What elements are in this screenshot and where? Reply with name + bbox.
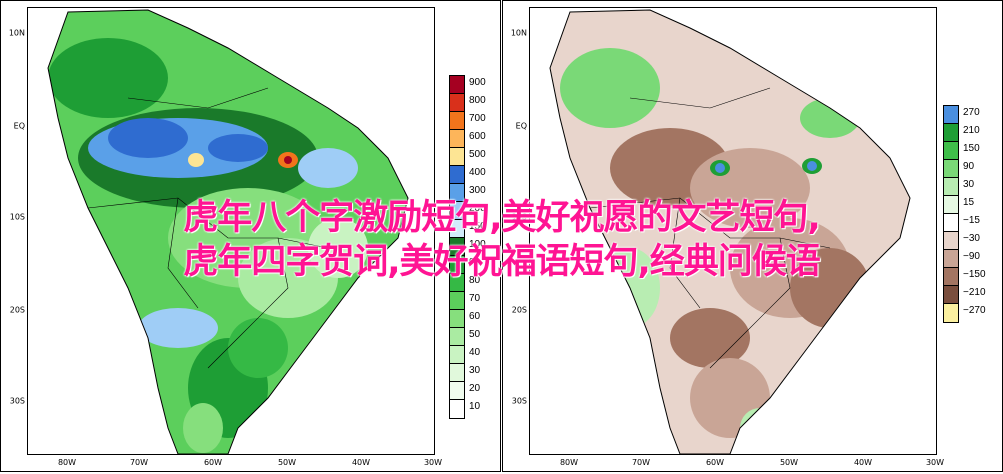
anomaly-map-panel: 10N EQ 10S 20S 30S 80W 70W 60W 50W 40W 3… bbox=[502, 0, 1003, 472]
legend-label: −150 bbox=[963, 269, 986, 280]
legend-label: 20 bbox=[469, 383, 481, 394]
legend-label: 210 bbox=[963, 125, 980, 136]
legend-swatch bbox=[450, 256, 464, 274]
lon-label: 30W bbox=[925, 458, 945, 467]
lat-label: 30S bbox=[9, 396, 25, 406]
legend-swatch bbox=[450, 346, 464, 364]
lat-label: 10S bbox=[9, 212, 25, 222]
lat-label: 10S bbox=[511, 212, 527, 222]
legend-label: 30 bbox=[963, 179, 975, 190]
legend-swatch bbox=[944, 196, 958, 214]
legend-swatch bbox=[450, 202, 464, 220]
lat-label: 20S bbox=[9, 305, 25, 315]
legend-swatch bbox=[450, 130, 464, 148]
legend-swatch bbox=[450, 382, 464, 400]
lon-label: 30W bbox=[423, 458, 443, 467]
legend-label: 30 bbox=[469, 365, 481, 376]
lon-label: 40W bbox=[351, 458, 371, 467]
legend-swatch bbox=[944, 304, 958, 322]
legend-swatch bbox=[450, 76, 464, 94]
precip-map-frame bbox=[27, 7, 435, 455]
precip-map-svg bbox=[28, 8, 434, 454]
legend-label: 15 bbox=[963, 197, 975, 208]
lon-label: 40W bbox=[853, 458, 873, 467]
legend-label: 10 bbox=[469, 401, 481, 412]
legend-label: −270 bbox=[963, 305, 986, 316]
legend-label: 900 bbox=[469, 77, 486, 88]
lon-label: 60W bbox=[203, 458, 223, 467]
legend-swatch bbox=[944, 232, 958, 250]
legend-label: 270 bbox=[963, 107, 980, 118]
legend-swatch bbox=[450, 400, 464, 418]
legend-label: 200 bbox=[469, 203, 486, 214]
lat-label: 20S bbox=[511, 305, 527, 315]
legend-swatch bbox=[450, 166, 464, 184]
legend-swatch bbox=[944, 250, 958, 268]
legend-swatch bbox=[450, 364, 464, 382]
precip-legend bbox=[449, 75, 465, 419]
legend-swatch bbox=[450, 292, 464, 310]
lon-label: 80W bbox=[559, 458, 579, 467]
legend-label: 400 bbox=[469, 167, 486, 178]
legend-label: −90 bbox=[963, 251, 980, 262]
legend-label: 700 bbox=[469, 113, 486, 124]
legend-swatch bbox=[450, 238, 464, 256]
legend-label: −30 bbox=[963, 233, 980, 244]
legend-swatch bbox=[944, 214, 958, 232]
legend-swatch bbox=[944, 268, 958, 286]
legend-label: 100 bbox=[469, 239, 486, 250]
legend-swatch bbox=[450, 184, 464, 202]
legend-swatch bbox=[944, 160, 958, 178]
legend-label: 80 bbox=[469, 275, 481, 286]
legend-label: 50 bbox=[469, 329, 481, 340]
legend-label: 150 bbox=[963, 143, 980, 154]
legend-label: −210 bbox=[963, 287, 986, 298]
legend-swatch bbox=[944, 106, 958, 124]
legend-swatch bbox=[450, 310, 464, 328]
legend-label: 70 bbox=[469, 293, 481, 304]
legend-label: 150 bbox=[469, 221, 486, 232]
lat-label: EQ bbox=[515, 121, 527, 131]
lon-label: 50W bbox=[277, 458, 297, 467]
legend-swatch bbox=[944, 142, 958, 160]
legend-swatch bbox=[944, 178, 958, 196]
lon-label: 70W bbox=[631, 458, 651, 467]
legend-swatch bbox=[450, 94, 464, 112]
legend-label: 800 bbox=[469, 95, 486, 106]
lat-label: 10N bbox=[8, 28, 25, 38]
legend-label: 500 bbox=[469, 149, 486, 160]
lat-label: 10N bbox=[510, 28, 527, 38]
legend-label: 60 bbox=[469, 311, 481, 322]
legend-label: 600 bbox=[469, 131, 486, 142]
legend-label: 300 bbox=[469, 185, 486, 196]
lon-label: 50W bbox=[779, 458, 799, 467]
lon-label: 60W bbox=[705, 458, 725, 467]
precip-map-panel: 10N EQ 10S 20S 30S 80W 70W 60W 50W 40W 3… bbox=[0, 0, 501, 472]
legend-label: 90 bbox=[963, 161, 975, 172]
legend-swatch bbox=[450, 220, 464, 238]
lat-label: EQ bbox=[13, 121, 25, 131]
legend-swatch bbox=[944, 124, 958, 142]
legend-label: 90 bbox=[469, 257, 481, 268]
legend-swatch bbox=[944, 286, 958, 304]
legend-swatch bbox=[450, 112, 464, 130]
lat-label: 30S bbox=[511, 396, 527, 406]
legend-label: −15 bbox=[963, 215, 980, 226]
legend-label: 40 bbox=[469, 347, 481, 358]
legend-swatch bbox=[450, 148, 464, 166]
lon-label: 80W bbox=[57, 458, 77, 467]
legend-swatch bbox=[450, 328, 464, 346]
lon-label: 70W bbox=[129, 458, 149, 467]
legend-swatch bbox=[450, 274, 464, 292]
anomaly-map-frame bbox=[529, 7, 937, 455]
anomaly-map-svg bbox=[530, 8, 936, 454]
anomaly-legend bbox=[943, 105, 959, 323]
